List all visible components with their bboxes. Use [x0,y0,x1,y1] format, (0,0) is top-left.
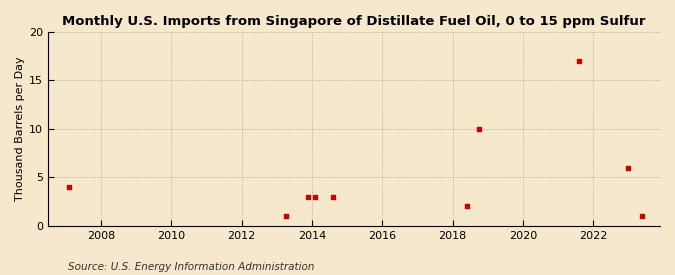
Point [310,195,321,199]
Point [637,214,648,218]
Point [303,195,314,199]
Point [574,59,585,63]
Point [64,185,75,189]
Point [473,127,484,131]
Text: Source: U.S. Energy Information Administration: Source: U.S. Energy Information Administ… [68,262,314,272]
Point [327,195,338,199]
Point [461,204,472,209]
Point [623,166,634,170]
Point [280,214,291,218]
Title: Monthly U.S. Imports from Singapore of Distillate Fuel Oil, 0 to 15 ppm Sulfur: Monthly U.S. Imports from Singapore of D… [62,15,646,28]
Y-axis label: Thousand Barrels per Day: Thousand Barrels per Day [15,57,25,201]
